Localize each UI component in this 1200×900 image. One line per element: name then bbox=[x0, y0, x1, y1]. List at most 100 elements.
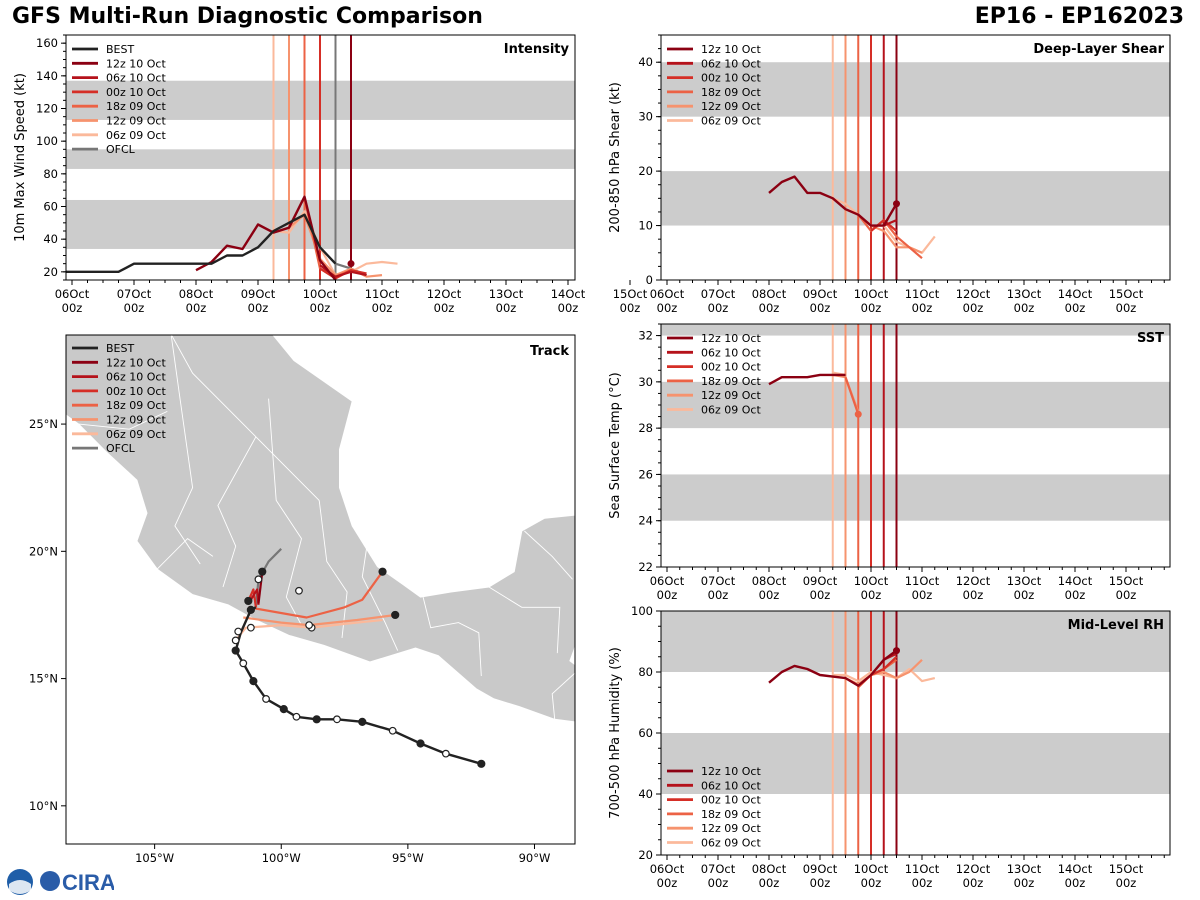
x-tick-label-hour: 00z bbox=[810, 876, 831, 890]
x-tick-label-hour: 00z bbox=[810, 588, 831, 602]
series-line-00z-10-oct bbox=[870, 656, 898, 676]
track-marker-filled bbox=[249, 677, 258, 686]
legend-label: 06z 10 Oct bbox=[701, 346, 761, 359]
x-tick-label-hour: 00z bbox=[1014, 301, 1035, 315]
series-line-00z-10-oct bbox=[870, 219, 898, 232]
x-tick-label-hour: 00z bbox=[861, 876, 882, 890]
series-line-best bbox=[66, 213, 337, 273]
legend-label: 12z 09 Oct bbox=[106, 414, 166, 427]
x-tick-label-day: 15Oct bbox=[1109, 862, 1144, 876]
y-tick-label: 100 bbox=[36, 134, 58, 148]
x-tick-label-hour: 00z bbox=[558, 301, 579, 315]
series-marker bbox=[347, 260, 355, 268]
panel-title: Track bbox=[530, 344, 569, 359]
shade-band bbox=[661, 611, 1170, 672]
x-tick-label-day: 13Oct bbox=[1007, 287, 1042, 301]
track-line-06z-09-oct bbox=[234, 618, 383, 642]
x-tick-label-hour: 00z bbox=[657, 876, 678, 890]
lat-tick-label: 20°N bbox=[29, 544, 58, 558]
track-marker-filled bbox=[246, 605, 255, 614]
legend-label: 00z 10 Oct bbox=[701, 794, 761, 807]
state-border bbox=[422, 596, 482, 677]
panel-rh: 2040608010006Oct00z07Oct00z08Oct00z09Oct… bbox=[608, 604, 1171, 890]
x-tick-label-day: 06Oct bbox=[650, 287, 685, 301]
track-marker-open bbox=[262, 695, 270, 703]
state-border bbox=[217, 436, 257, 588]
x-tick-label-day: 09Oct bbox=[803, 862, 838, 876]
shade-band bbox=[661, 474, 1170, 521]
track-marker-open bbox=[388, 726, 397, 735]
y-tick-label: 40 bbox=[43, 232, 58, 246]
state-border bbox=[524, 530, 573, 580]
x-tick-label-day: 07Oct bbox=[701, 287, 736, 301]
legend-label: 06z 10 Oct bbox=[701, 779, 761, 792]
y-tick-label: 160 bbox=[36, 36, 58, 50]
x-tick-label-day: 08Oct bbox=[752, 862, 787, 876]
x-tick-label-hour: 00z bbox=[186, 301, 207, 315]
figure-title: GFS Multi-Run Diagnostic Comparison bbox=[12, 4, 483, 29]
track-marker-open bbox=[246, 623, 255, 632]
x-tick-label-day: 13Oct bbox=[1007, 574, 1042, 588]
series-line-12z-10-oct bbox=[768, 175, 898, 227]
y-tick-label: 60 bbox=[43, 200, 58, 214]
shade-band bbox=[661, 381, 1170, 429]
y-tick-label: 100 bbox=[631, 604, 653, 618]
series-line-06z-09-oct bbox=[832, 667, 936, 683]
x-tick-label-hour: 00z bbox=[708, 301, 729, 315]
x-tick-label-day: 08Oct bbox=[179, 287, 214, 301]
x-tick-label-day: 09Oct bbox=[803, 287, 838, 301]
shade-band bbox=[661, 171, 1170, 226]
track-marker-filled bbox=[391, 610, 400, 620]
legend-label: 00z 10 Oct bbox=[701, 72, 761, 85]
legend-label: 06z 09 Oct bbox=[106, 428, 166, 441]
shade-band bbox=[661, 62, 1170, 117]
state-border bbox=[551, 672, 575, 720]
x-tick-label-day: 07Oct bbox=[701, 862, 736, 876]
legend-label: 18z 09 Oct bbox=[106, 399, 166, 412]
shade-band bbox=[661, 733, 1170, 794]
panel-sst: 22242628303206Oct00z07Oct00z08Oct00z09Oc… bbox=[608, 323, 1171, 602]
track-marker-filled bbox=[312, 715, 321, 724]
panel-shear: 01020304006Oct00z07Oct00z08Oct00z09Oct00… bbox=[608, 34, 1171, 315]
track-marker-filled bbox=[231, 646, 240, 655]
lon-tick-label: 90°W bbox=[519, 851, 551, 865]
panel-intensity: 2040608010012014016006Oct00z07Oct00z08Oc… bbox=[13, 34, 648, 315]
y-tick-label: 120 bbox=[36, 102, 58, 116]
x-tick-label-hour: 00z bbox=[124, 301, 145, 315]
series-line-18z-09-oct bbox=[857, 214, 923, 260]
lon-tick-label: 100°W bbox=[262, 851, 301, 865]
track-marker-filled bbox=[258, 567, 267, 576]
x-tick-label-hour: 00z bbox=[861, 301, 882, 315]
track-marker-open bbox=[234, 627, 243, 636]
x-tick-label-day: 12Oct bbox=[956, 862, 991, 876]
legend-label: 00z 10 Oct bbox=[701, 361, 761, 374]
x-tick-label-hour: 00z bbox=[1014, 876, 1035, 890]
legend-label: 12z 09 Oct bbox=[106, 115, 166, 128]
legend-label: 06z 10 Oct bbox=[106, 72, 166, 85]
track-line-18z-09-oct bbox=[248, 571, 384, 619]
track-marker-open bbox=[292, 712, 301, 721]
legend-label: 12z 10 Oct bbox=[701, 765, 761, 778]
x-tick-label-hour: 00z bbox=[708, 876, 729, 890]
y-tick-label: 40 bbox=[638, 787, 653, 801]
x-tick-label-hour: 00z bbox=[963, 876, 984, 890]
legend-label: 06z 09 Oct bbox=[701, 115, 761, 128]
x-tick-label-hour: 00z bbox=[759, 876, 780, 890]
legend-label: 18z 09 Oct bbox=[701, 808, 761, 821]
plot-area-intensity bbox=[66, 35, 575, 280]
x-tick-label-hour: 00z bbox=[1065, 588, 1086, 602]
series-line-06z-10-oct bbox=[883, 219, 897, 227]
state-border bbox=[318, 500, 348, 638]
x-tick-label-day: 14Oct bbox=[1058, 862, 1093, 876]
lon-tick-label: 95°W bbox=[392, 851, 424, 865]
legend-label: 12z 10 Oct bbox=[106, 356, 166, 369]
y-tick-label: 32 bbox=[638, 329, 653, 343]
y-tick-label: 20 bbox=[638, 848, 653, 862]
panel-title: Mid-Level RH bbox=[1068, 618, 1164, 633]
x-tick-label-day: 11Oct bbox=[905, 574, 940, 588]
x-tick-label-day: 10Oct bbox=[303, 287, 338, 301]
y-tick-label: 24 bbox=[638, 514, 653, 528]
y-tick-label: 30 bbox=[638, 110, 653, 124]
shade-band bbox=[661, 324, 1170, 336]
